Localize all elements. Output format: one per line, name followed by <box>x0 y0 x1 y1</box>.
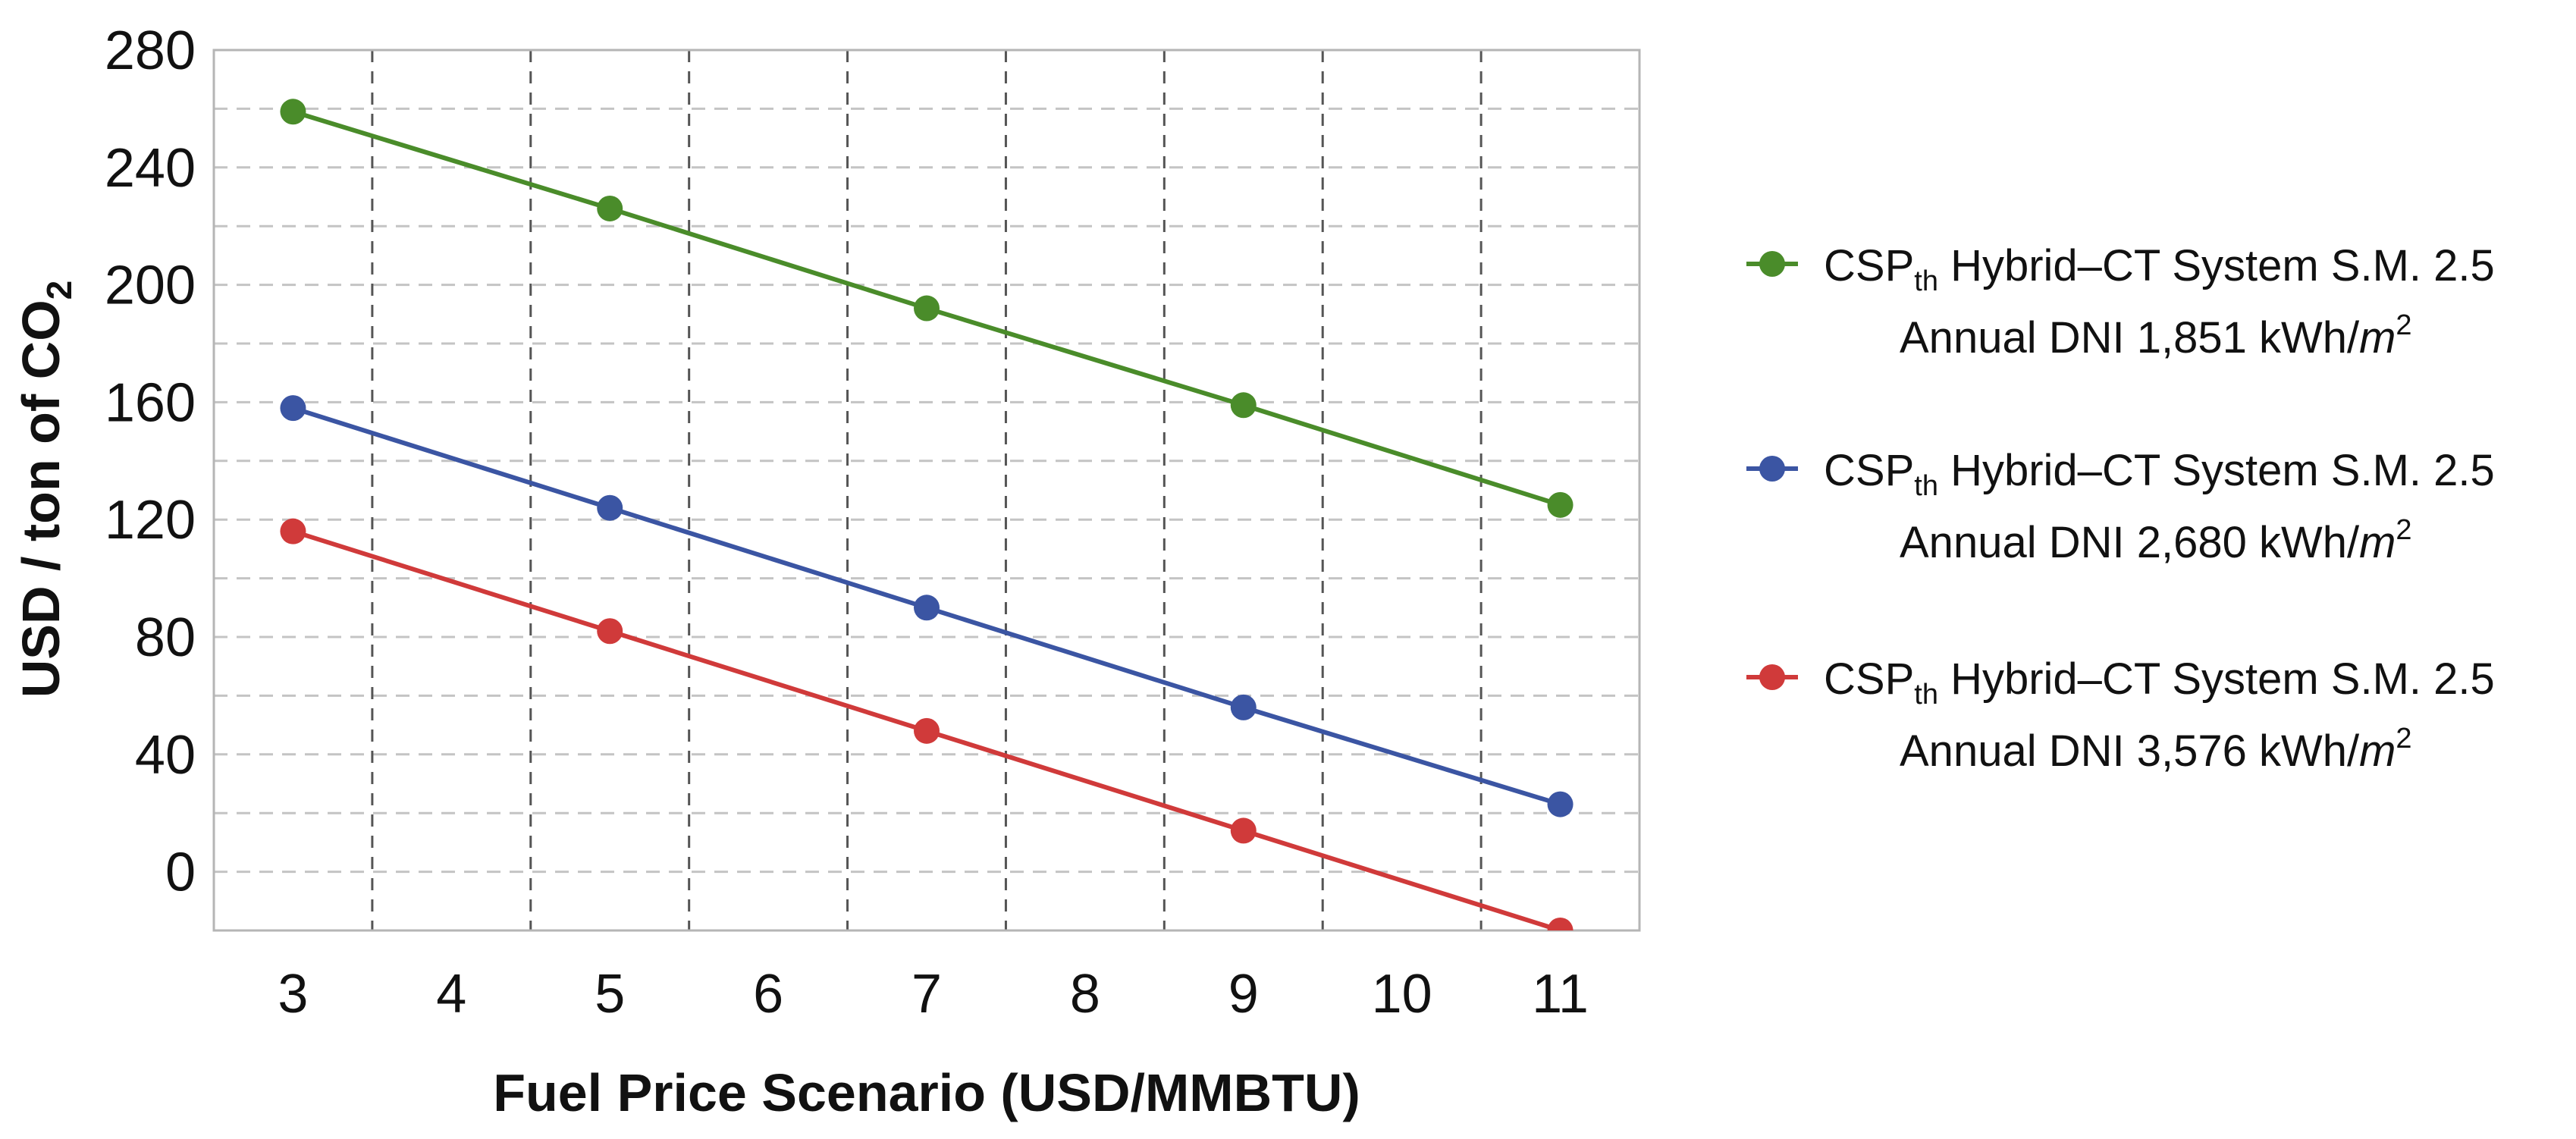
x-tick-label: 6 <box>753 964 783 1024</box>
y-tick-label: 200 <box>105 256 196 316</box>
y-tick-label: 240 <box>105 138 196 199</box>
x-axis-title: Fuel Price Scenario (USD/MMBTU) <box>493 1063 1360 1122</box>
y-tick-label: 160 <box>105 372 196 433</box>
data-point <box>1230 694 1257 720</box>
data-point <box>1230 817 1257 844</box>
legend-item-2: CSPth Hybrid–CT System S.M. 2.5 Annual DN… <box>1746 446 2495 567</box>
data-point <box>914 717 940 744</box>
data-point <box>597 618 623 645</box>
y-axis-title-subscript: 2 <box>39 281 79 300</box>
gridlines <box>214 50 1639 930</box>
data-point <box>1547 791 1574 817</box>
legend-line2: Annual DNI 2,680 kWh/m2 <box>1900 514 2412 567</box>
data-point <box>280 395 306 422</box>
y-axis-title: USD / ton of CO2 <box>11 281 79 698</box>
data-point <box>597 494 623 521</box>
y-tick-labels: 0 40 80 120 160 200 240 280 <box>105 20 196 903</box>
legend-marker <box>1759 251 1785 277</box>
legend-line2: Annual DNI 1,851 kWh/m2 <box>1900 309 2412 362</box>
x-tick-labels: 3 4 5 6 7 8 9 10 11 <box>278 964 1589 1024</box>
legend-item-3: CSPth Hybrid–CT System S.M. 2.5 Annual DN… <box>1746 654 2495 776</box>
y-tick-label: 120 <box>105 490 196 551</box>
legend-item-1: CSPth Hybrid–CT System S.M. 2.5 Annual DN… <box>1746 241 2495 362</box>
x-tick-label: 4 <box>436 964 466 1024</box>
y-tick-label: 0 <box>165 842 196 903</box>
data-point <box>280 99 306 125</box>
y-axis-title-main: USD / ton of CO <box>11 300 71 698</box>
y-tick-label: 280 <box>105 20 196 81</box>
x-tick-label: 9 <box>1228 964 1259 1024</box>
x-tick-label: 7 <box>911 964 942 1024</box>
data-point <box>1230 392 1257 419</box>
data-point <box>914 595 940 621</box>
data-point <box>1547 491 1574 518</box>
plot-background <box>214 50 1639 930</box>
plot-frame <box>212 49 1641 932</box>
x-tick-label: 10 <box>1372 964 1432 1024</box>
data-point <box>280 518 306 544</box>
legend-marker <box>1759 664 1785 690</box>
x-tick-label: 11 <box>1532 964 1589 1024</box>
legend-marker <box>1759 456 1785 482</box>
y-tick-label: 80 <box>135 607 196 668</box>
x-tick-label: 3 <box>278 964 308 1024</box>
x-tick-label: 5 <box>595 964 625 1024</box>
y-tick-label: 40 <box>135 725 196 786</box>
legend-line1: CSPth Hybrid–CT System S.M. 2.5 <box>1824 241 2495 297</box>
data-point <box>597 195 623 221</box>
legend: CSPth Hybrid–CT System S.M. 2.5 Annual DN… <box>1746 241 2495 776</box>
legend-line1: CSPth Hybrid–CT System S.M. 2.5 <box>1824 446 2495 502</box>
data-point <box>1547 918 1574 930</box>
legend-line1: CSPth Hybrid–CT System S.M. 2.5 <box>1824 654 2495 711</box>
legend-line2: Annual DNI 3,576 kWh/m2 <box>1900 723 2412 776</box>
series-layer <box>280 99 1574 930</box>
data-point <box>914 295 940 322</box>
x-tick-label: 8 <box>1070 964 1100 1024</box>
